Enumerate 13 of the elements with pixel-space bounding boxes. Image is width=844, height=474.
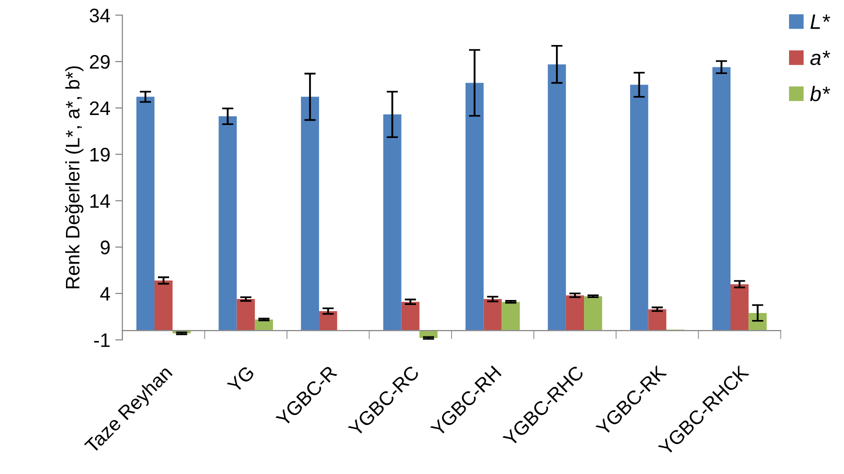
y-tick-label: 29: [90, 55, 110, 69]
y-tick-label: 19: [90, 148, 110, 162]
x-tick-label: YG: [226, 365, 255, 394]
legend-label: a*: [810, 50, 830, 66]
y-tick-label: -1: [94, 334, 110, 347]
legend-label: L*: [810, 14, 830, 29]
y-tick-label: 9: [100, 240, 110, 254]
y-tick-label: 4: [100, 287, 110, 301]
y-tick-label: 14: [90, 194, 110, 208]
y-tick-label: 24: [90, 101, 110, 115]
legend-label: b*: [810, 86, 830, 102]
y-axis-title: Renk Değerleri (L*, a*, b*): [65, 66, 84, 288]
y-tick-label: 34: [90, 8, 110, 22]
